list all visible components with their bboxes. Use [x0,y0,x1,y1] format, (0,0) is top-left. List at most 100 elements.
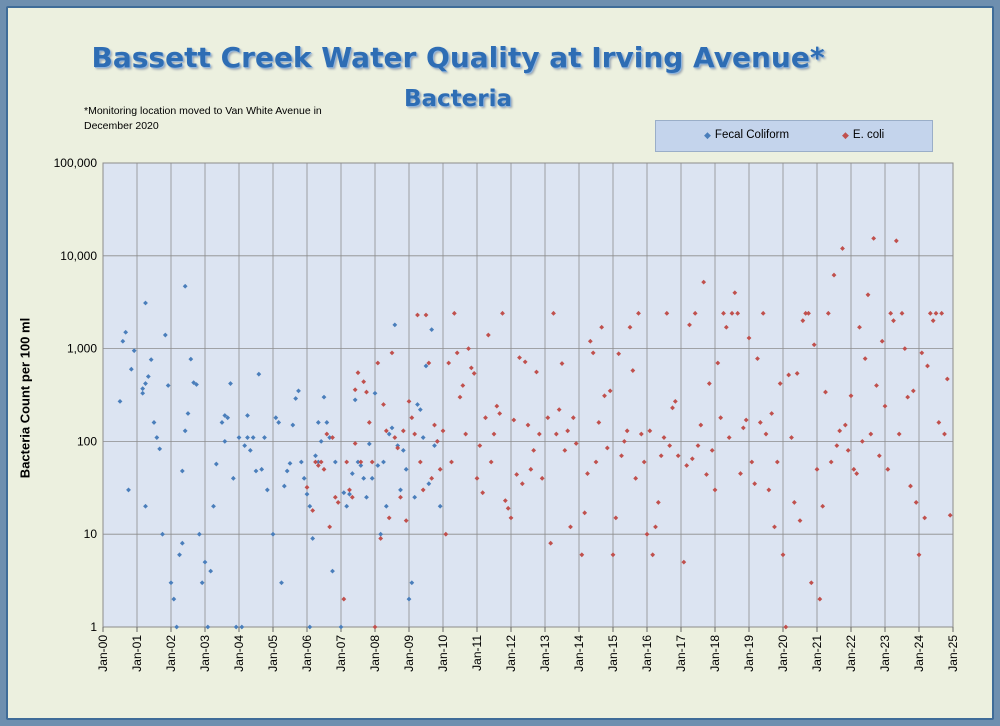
fecal-coliform-point [332,459,338,465]
x-tick-label: Jan-02 [164,635,178,672]
fecal-coliform-point [400,447,406,453]
fecal-coliform-point [154,435,160,440]
e-coli-point [621,439,627,444]
fecal-coliform-point [250,435,256,440]
e-coli-point [876,453,882,459]
e-coli-point [536,431,542,437]
fecal-coliform-point [148,357,154,363]
fecal-coliform-point [281,483,287,489]
e-coli-point [497,411,503,416]
y-tick-label: 1 [90,620,97,634]
fecal-coliform-point [174,624,180,630]
fecal-coliform-point [145,374,151,379]
fecal-coliform-point [247,447,253,453]
fecal-coliform-point [219,420,225,425]
e-coli-point [403,518,409,524]
fecal-coliform-point [378,531,384,537]
x-tick-label: Jan-11 [470,635,484,671]
e-coli-point [347,487,352,493]
e-coli-point [706,381,712,386]
fecal-coliform-point [179,468,185,474]
e-coli-point [471,371,477,376]
e-coli-point [468,365,474,371]
e-coli-point [859,439,865,444]
fecal-coliform-point [211,503,216,509]
e-coli-point [315,463,321,468]
fecal-coliform-point [140,390,146,396]
e-coli-point [817,596,823,602]
e-coli-point [644,531,650,537]
e-coli-point [519,481,525,487]
fecal-coliform-point [239,624,245,630]
fecal-coliform-point [432,443,437,449]
e-coli-point [491,431,497,437]
x-tick-label: Jan-07 [334,635,348,672]
plot-area [102,162,954,628]
e-coli-point [366,420,372,425]
fecal-coliform-point [406,596,412,602]
e-coli-point [434,439,440,444]
fecal-coliform-point [165,383,171,388]
fecal-coliform-point [330,568,335,574]
e-coli-point [341,596,347,602]
fecal-coliform-point [381,459,386,465]
e-coli-point [664,310,670,316]
y-tick-label: 100,000 [54,156,98,170]
fecal-coliform-point [423,363,429,369]
fecal-coliform-point [126,487,131,493]
fecal-coliform-point [372,390,378,396]
e-coli-point [488,459,494,465]
e-coli-point [916,552,922,558]
e-coli-point [432,422,437,428]
fecal-coliform-point [120,338,126,344]
e-coli-point [939,310,945,316]
fecal-coliform-point [177,552,182,558]
e-coli-point [454,350,460,356]
e-coli-point [596,420,602,425]
e-coli-point [868,431,874,437]
e-coli-point [494,403,500,409]
e-coli-point [417,459,423,465]
e-coli-point [364,389,369,395]
fecal-coliform-point [287,460,293,466]
e-coli-point [361,379,367,385]
chart-note: *Monitoring location moved to Van White … [84,105,322,132]
fecal-coliform-point [157,446,163,452]
fecal-coliform-point [151,420,157,425]
fecal-coliform-point [429,327,435,333]
fecal-coliform-point [191,380,197,386]
e-coli-point [874,383,879,388]
e-coli-point [701,279,707,285]
fecal-coliform-point [307,624,313,630]
fecal-coliform-point [279,580,284,586]
x-tick-label: Jan-08 [368,635,382,672]
e-coli-point [820,503,826,509]
fecal-coliform-point [412,494,418,500]
e-coli-point [944,376,950,382]
fecal-coliform-point [375,463,381,468]
fecal-coliform-point [143,503,148,509]
e-coli-point [667,443,673,449]
e-coli-point [658,453,664,459]
e-coli-point [910,388,916,394]
e-coli-point [562,447,568,453]
e-coli-point [641,459,647,465]
e-coli-point [721,310,726,316]
fecal-coliform-point [179,540,185,546]
e-coli-point [406,398,412,404]
e-coli-point [735,310,741,316]
e-coli-point [508,515,514,521]
fecal-coliform-point [276,420,282,425]
e-coli-point [395,445,401,451]
x-tick-label: Jan-21 [810,635,824,672]
fecal-coliform-point [417,407,423,413]
fecal-coliform-point [128,366,134,372]
fecal-coliform-point [341,490,347,496]
fecal-coliform-point [242,443,248,449]
e-coli-point [604,445,610,451]
e-coli-point [352,387,358,393]
e-coli-point [888,310,894,316]
e-coli-point [709,447,715,453]
fecal-coliform-point [213,461,219,467]
e-coli-point [545,415,551,421]
